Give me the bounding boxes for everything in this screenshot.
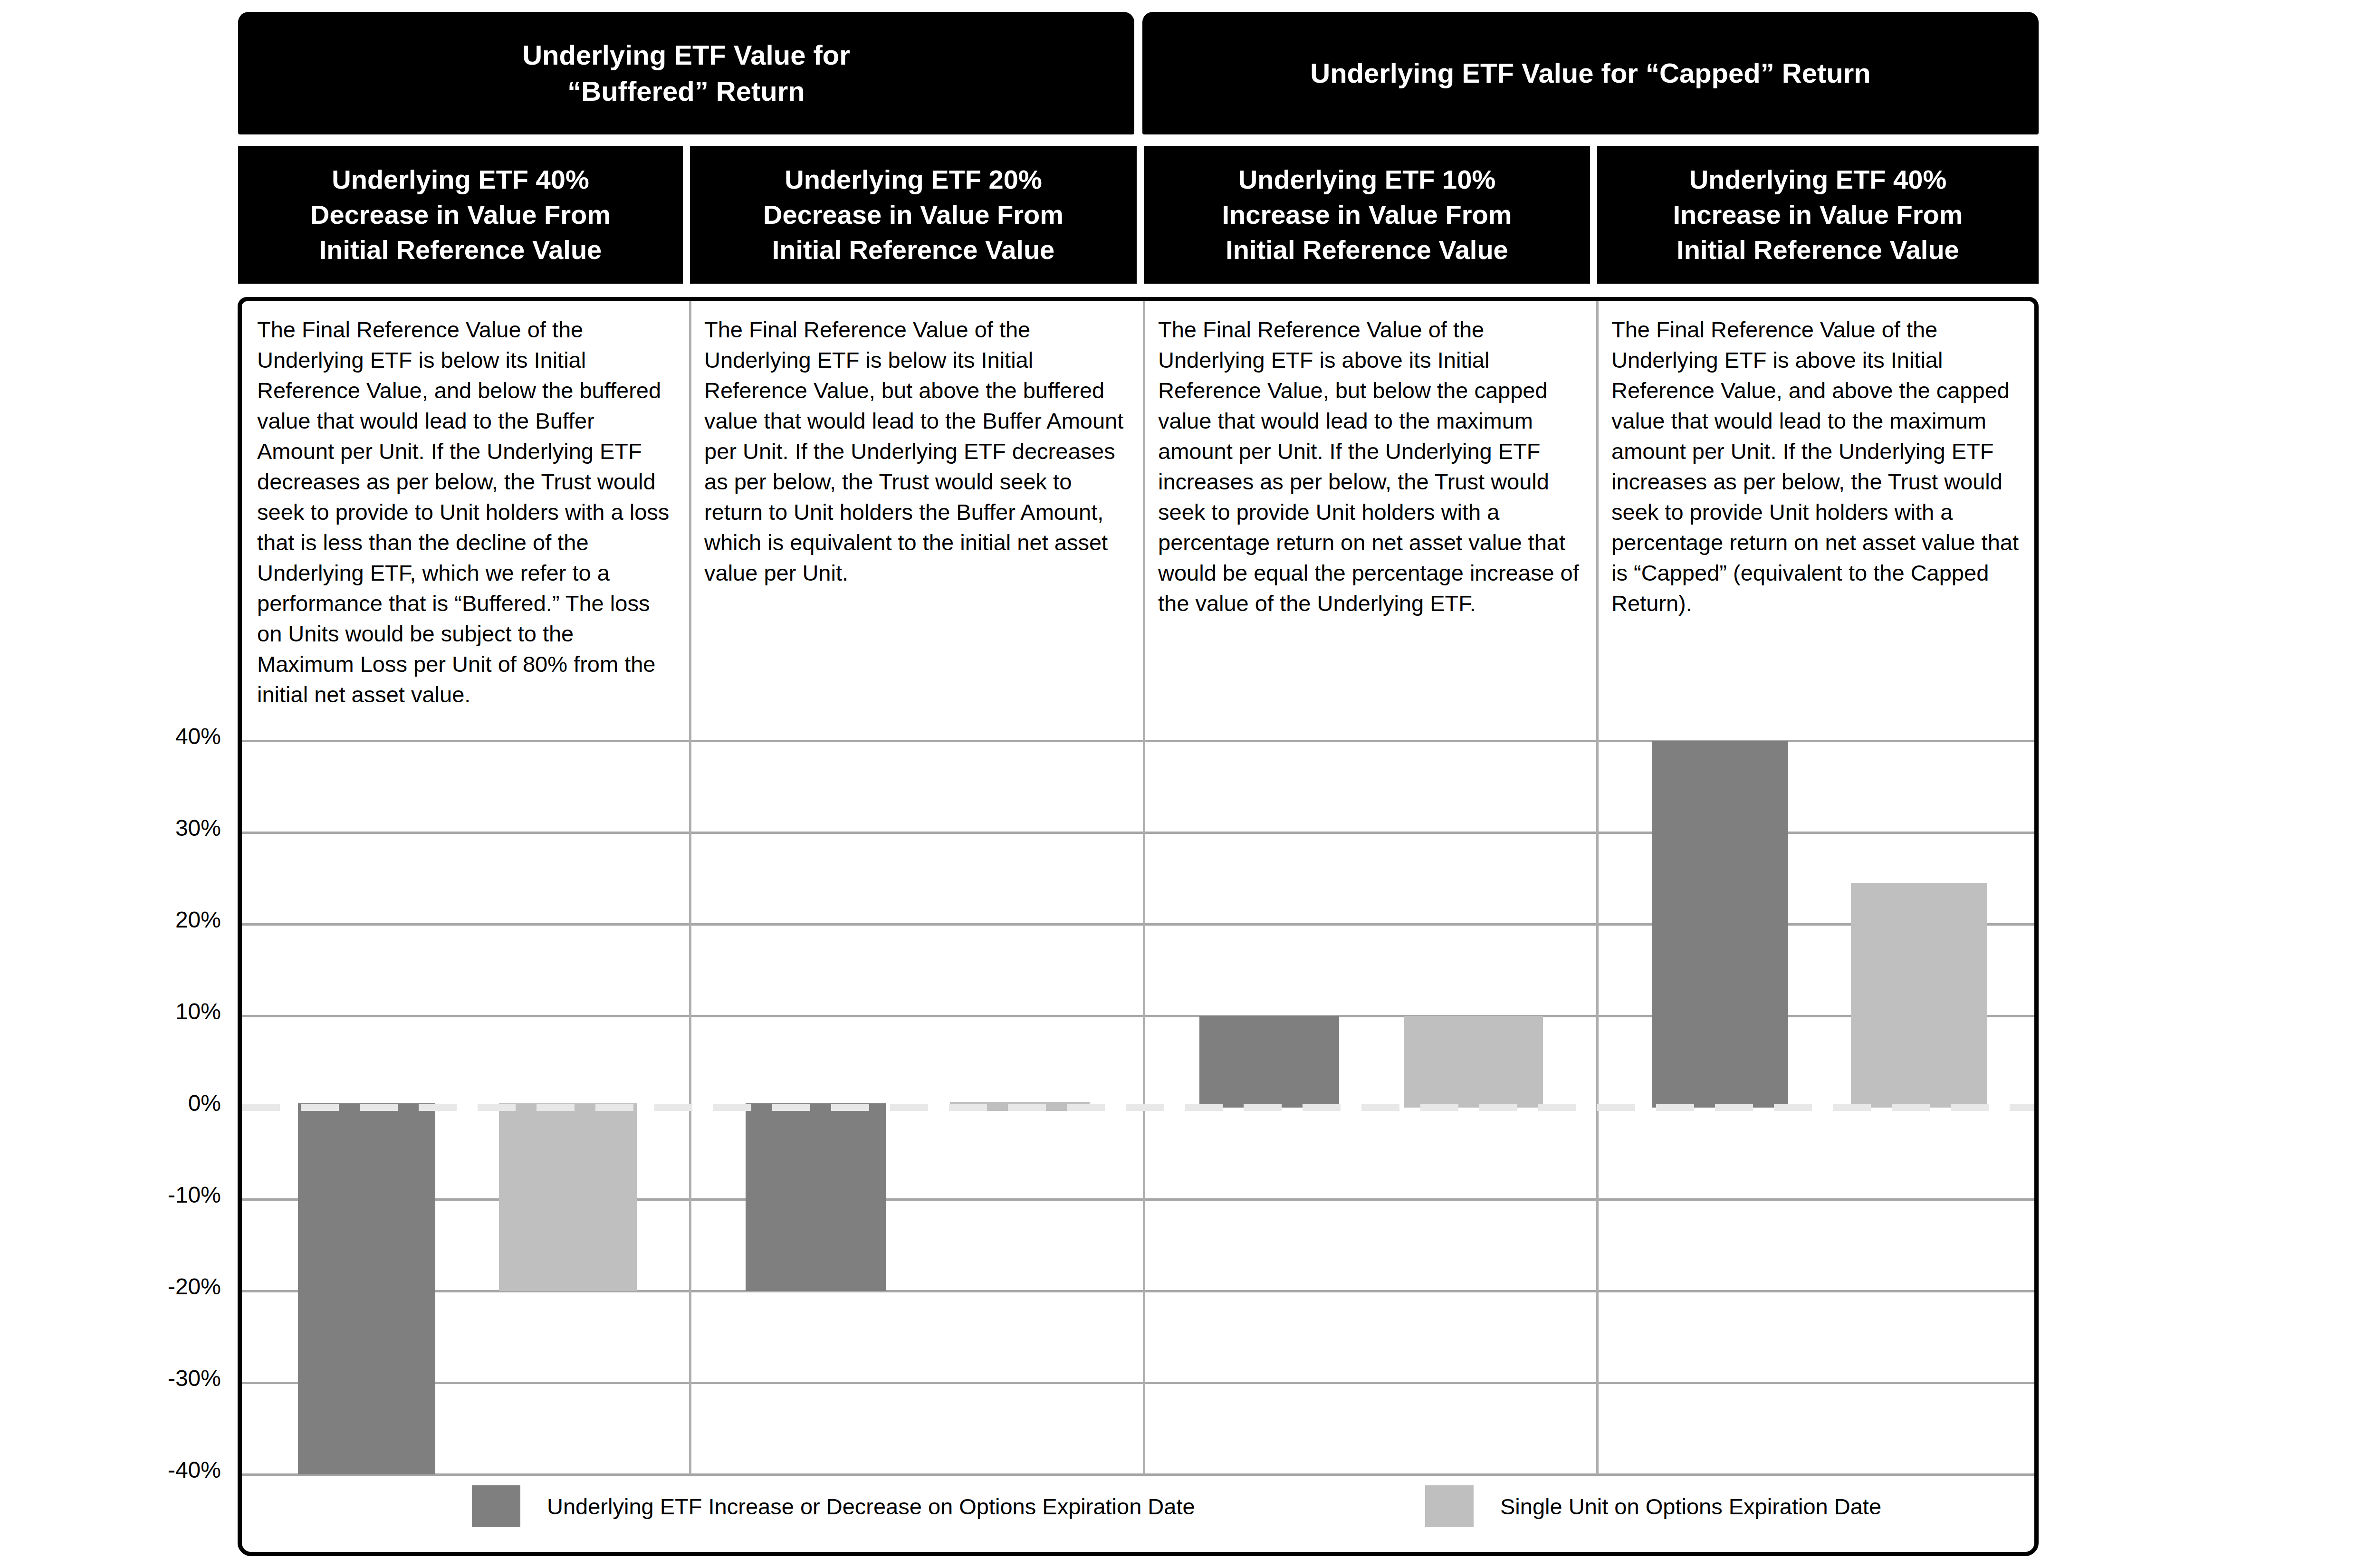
y-tick-label: -20%	[71, 1273, 221, 1300]
legend-label-single-unit: Single Unit on Options Expiration Date	[1500, 1485, 1881, 1527]
banner-buffered-line1: Underlying ETF Value for	[522, 37, 850, 73]
bar-unit-scenario-4	[1851, 883, 1987, 1108]
banner-buffered-text: Underlying ETF Value for “Buffered” Retu…	[522, 37, 850, 109]
subheader-etf-10-increase: Underlying ETF 10% Increase in Value Fro…	[1144, 146, 1590, 284]
subheader-line: Underlying ETF 40%	[310, 162, 611, 197]
subheader-etf-40-decrease-text: Underlying ETF 40% Decrease in Value Fro…	[310, 162, 611, 268]
subheader-line: Increase in Value From	[1222, 197, 1512, 232]
subheader-etf-40-increase: Underlying ETF 40% Increase in Value Fro…	[1597, 146, 2039, 284]
y-tick-label: 30%	[71, 815, 221, 841]
scenario-table-and-chart-box: The Final Reference Value of the Underly…	[238, 297, 2039, 1556]
subheader-line: Underlying ETF 40%	[1673, 162, 1963, 197]
bar-chart: The Final Reference Value of the Underly…	[242, 301, 2034, 1552]
legend-swatch-single-unit	[1425, 1485, 1474, 1527]
subheader-etf-10-increase-text: Underlying ETF 10% Increase in Value Fro…	[1222, 162, 1512, 268]
subheader-etf-20-decrease-text: Underlying ETF 20% Decrease in Value Fro…	[763, 162, 1063, 268]
banner-capped-return: Underlying ETF Value for “Capped” Return	[1142, 12, 2039, 134]
subheader-line: Decrease in Value From	[310, 197, 611, 232]
y-tick-label: -30%	[71, 1365, 221, 1392]
y-tick-label: -40%	[71, 1457, 221, 1483]
subheader-line: Initial Reference Value	[1222, 232, 1512, 268]
bar-unit-scenario-1	[499, 1103, 637, 1291]
banner-buffered-return: Underlying ETF Value for “Buffered” Retu…	[238, 12, 1134, 134]
subheader-line: Underlying ETF 10%	[1222, 162, 1512, 197]
subheader-etf-20-decrease: Underlying ETF 20% Decrease in Value Fro…	[690, 146, 1137, 284]
subheader-line: Underlying ETF 20%	[763, 162, 1063, 197]
y-axis-tick-rail: 40% 30% 20% 10% 0% -10% -20% -30% -40%	[71, 0, 221, 1568]
subheader-etf-40-decrease: Underlying ETF 40% Decrease in Value Fro…	[238, 146, 683, 284]
subheader-line: Initial Reference Value	[1673, 232, 1963, 268]
bar-etf-scenario-4	[1652, 741, 1788, 1108]
buffered-capped-return-figure: Underlying ETF Value for “Buffered” Retu…	[0, 0, 2376, 1568]
legend-swatch-underlying-etf	[472, 1485, 520, 1527]
y-tick-label: -10%	[71, 1182, 221, 1208]
bar-etf-scenario-3	[1199, 1016, 1339, 1108]
bar-unit-scenario-3	[1404, 1016, 1543, 1108]
gridline	[242, 1473, 2034, 1476]
scenario-description-2: The Final Reference Value of the Underly…	[689, 308, 1143, 726]
scenario-description-4: The Final Reference Value of the Underly…	[1596, 308, 2039, 726]
scenario-description-1: The Final Reference Value of the Underly…	[242, 308, 689, 726]
subheader-line: Initial Reference Value	[310, 232, 611, 268]
banner-capped-text: Underlying ETF Value for “Capped” Return	[1310, 55, 1870, 91]
subheader-line: Increase in Value From	[1673, 197, 1963, 232]
scenario-description-3: The Final Reference Value of the Underly…	[1143, 308, 1596, 726]
y-tick-label: 20%	[71, 907, 221, 933]
gridline	[242, 1382, 2034, 1384]
subheader-line: Decrease in Value From	[763, 197, 1063, 232]
zero-percent-dashed-line	[242, 1104, 2034, 1111]
bar-etf-scenario-2	[746, 1103, 885, 1291]
y-tick-label: 0%	[71, 1090, 221, 1117]
banner-buffered-line2: “Buffered” Return	[522, 73, 850, 109]
bar-etf-scenario-1	[298, 1103, 436, 1474]
subheader-line: Initial Reference Value	[763, 232, 1063, 268]
subheader-etf-40-increase-text: Underlying ETF 40% Increase in Value Fro…	[1673, 162, 1963, 268]
y-tick-label: 10%	[71, 998, 221, 1025]
y-tick-label: 40%	[71, 723, 221, 750]
legend-label-underlying-etf: Underlying ETF Increase or Decrease on O…	[547, 1485, 1195, 1527]
